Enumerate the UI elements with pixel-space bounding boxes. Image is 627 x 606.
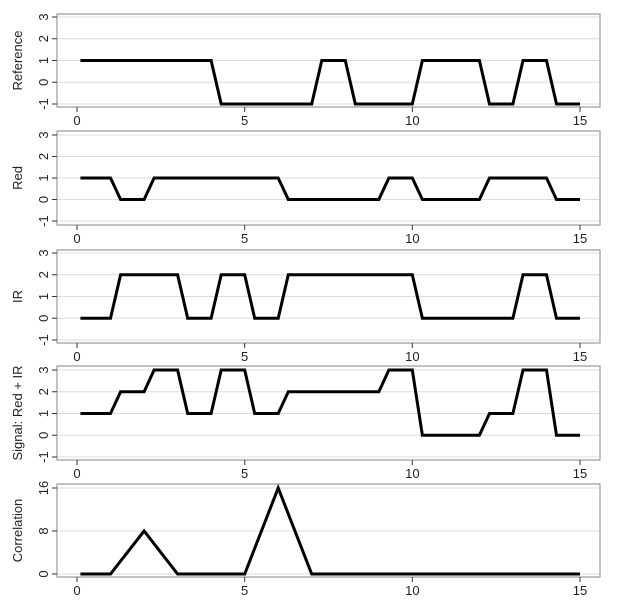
y-axis-label: Reference [10, 31, 25, 91]
y-tick-label: 2 [36, 153, 51, 160]
y-tick-label: 3 [36, 13, 51, 20]
y-tick-label: -1 [36, 98, 51, 110]
data-series-line [80, 273, 580, 320]
data-series-line [80, 176, 580, 201]
chart-panel-reference: -1 0 1 2 3 0 5 10 15 Reference [10, 13, 601, 128]
y-tick-label: 0 [36, 432, 51, 439]
y-axis-label: Red [10, 166, 25, 190]
y-axis-label: Correlation [10, 499, 25, 563]
y-tick-label: 0 [36, 196, 51, 203]
y-tick-label: 0 [36, 570, 51, 577]
x-tick-label: 0 [73, 583, 80, 598]
y-axis-label: Signal: Red + IR [10, 365, 25, 460]
chart-panel-ir: -1 0 1 2 3 0 5 10 15 IR [10, 249, 601, 364]
y-tick-label: 1 [36, 174, 51, 181]
y-tick-label: -1 [36, 334, 51, 346]
data-series-line [80, 59, 580, 106]
x-tick-label: 5 [241, 466, 248, 481]
x-tick-label: 5 [241, 349, 248, 364]
x-tick-label: 5 [241, 113, 248, 128]
y-tick-label: 1 [36, 293, 51, 300]
x-tick-label: 10 [405, 231, 419, 246]
x-tick-label: 15 [573, 583, 587, 598]
y-tick-label: 3 [36, 366, 51, 373]
chart-panel-correlation: 0 8 16 0 5 10 15 Correlation [10, 481, 601, 598]
y-axis-label: IR [10, 290, 25, 303]
data-series-line [80, 368, 580, 437]
x-tick-label: 5 [241, 231, 248, 246]
y-tick-label: 1 [36, 57, 51, 64]
x-tick-label: 10 [405, 349, 419, 364]
y-tick-label: 3 [36, 249, 51, 256]
y-tick-label: 8 [36, 527, 51, 534]
x-tick-label: 0 [73, 349, 80, 364]
y-tick-label: 1 [36, 410, 51, 417]
x-tick-label: 10 [405, 113, 419, 128]
x-tick-label: 5 [241, 583, 248, 598]
x-tick-label: 15 [573, 349, 587, 364]
x-tick-label: 15 [573, 231, 587, 246]
x-tick-label: 10 [405, 466, 419, 481]
y-tick-label: 0 [36, 79, 51, 86]
y-tick-label: 2 [36, 35, 51, 42]
y-tick-label: -1 [36, 451, 51, 463]
chart-panel-red: -1 0 1 2 3 0 5 10 15 Red [10, 130, 601, 246]
x-tick-label: 15 [573, 113, 587, 128]
y-tick-label: -1 [36, 215, 51, 227]
x-tick-label: 15 [573, 466, 587, 481]
y-tick-label: 16 [36, 481, 51, 495]
chart-panel-signal-red-ir: -1 0 1 2 3 0 5 10 15 Signal: Red + IR [10, 365, 601, 481]
x-tick-label: 0 [73, 231, 80, 246]
y-tick-label: 2 [36, 271, 51, 278]
x-tick-label: 10 [405, 583, 419, 598]
data-series-line [80, 483, 580, 576]
y-tick-label: 3 [36, 131, 51, 138]
x-tick-label: 0 [73, 113, 80, 128]
x-tick-label: 0 [73, 466, 80, 481]
y-tick-label: 2 [36, 388, 51, 395]
y-tick-label: 0 [36, 315, 51, 322]
